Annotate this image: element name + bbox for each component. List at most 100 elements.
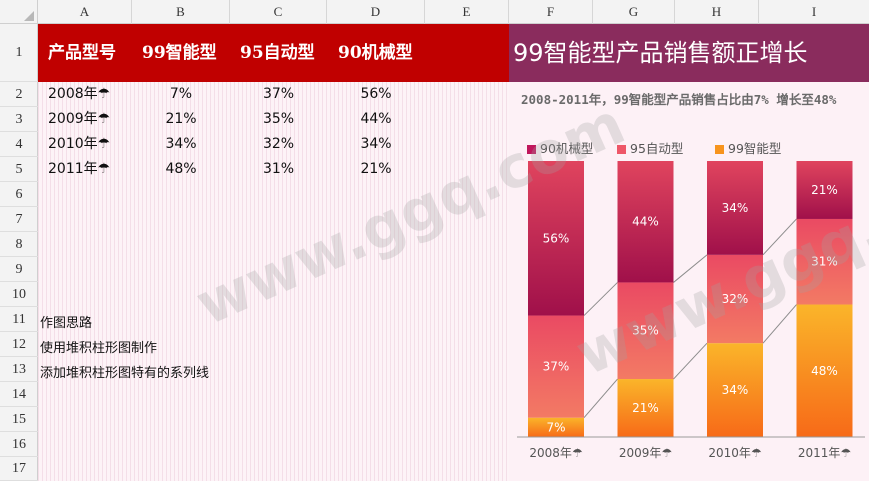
- column-header-b[interactable]: B: [132, 0, 230, 24]
- value-cell-90[interactable]: 44%: [360, 111, 392, 127]
- row-header-5[interactable]: 5: [0, 157, 38, 182]
- select-all-corner[interactable]: [0, 0, 38, 24]
- column-header-h[interactable]: H: [675, 0, 759, 24]
- worksheet-grid[interactable]: 产品型号 99智能型 95自动型 90机械型 2008年☂ 7% 37% 56%…: [38, 24, 509, 481]
- row-header-3[interactable]: 3: [0, 107, 38, 132]
- stacked-column-chart[interactable]: 99智能型产品销售额正增长 2008-2011年，99智能型产品销售占比由7% …: [509, 24, 869, 481]
- column-header-i[interactable]: I: [811, 4, 817, 19]
- legend-item-90[interactable]: 90机械型: [527, 140, 593, 158]
- header-cell-product-model[interactable]: 产品型号: [48, 43, 116, 63]
- value-cell-99[interactable]: 21%: [165, 111, 197, 127]
- value-cell-90[interactable]: 34%: [360, 136, 392, 152]
- header-cell-90-mech[interactable]: 90机械型: [338, 43, 413, 63]
- bar-segment[interactable]: [796, 161, 853, 219]
- value-cell-95[interactable]: 37%: [262, 86, 295, 102]
- data-label: 32%: [722, 292, 749, 306]
- bar-segment[interactable]: [528, 161, 584, 316]
- row-header-8[interactable]: 8: [0, 232, 38, 257]
- legend-item-95[interactable]: 95自动型: [617, 140, 683, 158]
- row-header-4[interactable]: 4: [0, 132, 38, 157]
- bar-segment[interactable]: [617, 282, 674, 380]
- legend-label-95: 95自动型: [630, 141, 684, 156]
- chart-plot-area[interactable]: 7% 37% 56% 21% 35% 44% 34% 32% 34% 48% 31% 21% 2008…: [509, 24, 869, 481]
- bar-segment[interactable]: [707, 161, 763, 255]
- chart-title-bar: 99智能型产品销售额正增长: [509, 24, 869, 82]
- year-cell[interactable]: 2009年☂: [48, 107, 128, 132]
- year-cell[interactable]: 2010年☂: [48, 132, 128, 157]
- bar-segment[interactable]: [796, 218, 853, 305]
- value-cell-99[interactable]: 34%: [165, 136, 197, 152]
- value-cell-95[interactable]: 35%: [262, 111, 295, 127]
- category-label: 2009年☂: [619, 446, 673, 460]
- row-header-14[interactable]: 14: [0, 382, 38, 407]
- series-line: [673, 254, 708, 283]
- column-header-e[interactable]: E: [425, 0, 509, 24]
- row-header-15[interactable]: 15: [0, 407, 38, 432]
- bar-segment[interactable]: [707, 343, 763, 437]
- value-cell-90[interactable]: 56%: [360, 86, 392, 102]
- column-header-f[interactable]: F: [509, 0, 593, 24]
- row-header-1[interactable]: 1: [0, 24, 38, 82]
- data-label: 21%: [811, 183, 838, 197]
- column-header-c[interactable]: C: [230, 0, 327, 24]
- category-label: 2010年☂: [708, 446, 762, 460]
- bar-segment[interactable]: [528, 417, 584, 437]
- row-header-10[interactable]: 10: [0, 282, 38, 307]
- row-header-2[interactable]: 2: [0, 82, 38, 107]
- chart-title[interactable]: 99智能型产品销售额正增长: [513, 39, 808, 67]
- value-cell-95[interactable]: 31%: [262, 161, 295, 177]
- data-label: 56%: [543, 231, 570, 245]
- column-header-d[interactable]: D: [327, 0, 425, 24]
- year-cell[interactable]: 2011年☂: [48, 157, 128, 182]
- row-header-6[interactable]: 6: [0, 182, 38, 207]
- row-header-11[interactable]: 11: [0, 307, 38, 332]
- data-label: 37%: [543, 360, 570, 374]
- row-header-bar: 1 2 3 4 5 6 7 8 9 10 11 12 13 14 15 16 1…: [0, 24, 38, 481]
- row-header-17[interactable]: 17: [0, 457, 38, 481]
- header-cell-95-auto[interactable]: 95自动型: [240, 43, 315, 63]
- year-label: 2011年: [48, 161, 98, 177]
- column-header-a[interactable]: A: [38, 0, 132, 24]
- data-label: 34%: [722, 383, 749, 397]
- bar-segment[interactable]: [528, 315, 584, 418]
- data-label: 21%: [632, 401, 659, 415]
- header-cell-99-smart[interactable]: 99智能型: [142, 43, 217, 63]
- note-line[interactable]: 使用堆积柱形图制作: [40, 341, 158, 356]
- category-label: 2011年☂: [798, 446, 852, 460]
- legend-label-99: 99智能型: [728, 141, 782, 156]
- row-header-13[interactable]: 13: [0, 357, 38, 382]
- select-all-triangle-icon: [24, 11, 34, 21]
- series-line: [583, 282, 618, 316]
- value-cell-95[interactable]: 32%: [262, 136, 295, 152]
- row-header-7[interactable]: 7: [0, 207, 38, 232]
- year-label: 2008年: [48, 86, 98, 102]
- data-label: 48%: [811, 364, 838, 378]
- data-label: 31%: [811, 255, 838, 269]
- data-label: 35%: [632, 324, 659, 338]
- row-header-9[interactable]: 9: [0, 257, 38, 282]
- umbrella-icon: ☂: [97, 136, 111, 152]
- legend-swatch-99: [715, 145, 724, 154]
- note-line[interactable]: 添加堆积柱形图特有的系列线: [40, 366, 210, 381]
- legend-label-90: 90机械型: [540, 141, 594, 156]
- chart-subtitle[interactable]: 2008-2011年，99智能型产品销售占比由7% 增长至48%: [521, 92, 837, 107]
- bar-segment[interactable]: [617, 161, 674, 283]
- legend-item-99[interactable]: 99智能型: [715, 140, 781, 158]
- year-cell[interactable]: 2008年☂: [48, 82, 128, 107]
- bar-segment[interactable]: [796, 304, 853, 437]
- row-header-12[interactable]: 12: [0, 332, 38, 357]
- umbrella-icon: ☂: [97, 86, 111, 102]
- column-header-g[interactable]: G: [593, 0, 675, 24]
- umbrella-icon: ☂: [97, 111, 111, 127]
- value-cell-90[interactable]: 21%: [360, 161, 392, 177]
- data-label: 7%: [546, 420, 565, 434]
- value-cell-99[interactable]: 7%: [169, 86, 193, 102]
- note-line[interactable]: 作图思路: [40, 316, 93, 331]
- value-cell-99[interactable]: 48%: [165, 161, 197, 177]
- bar-segment[interactable]: [707, 254, 763, 344]
- year-label: 2010年: [48, 136, 98, 152]
- series-line: [762, 304, 797, 344]
- bar-segment[interactable]: [617, 379, 674, 437]
- data-label: 34%: [722, 201, 749, 215]
- row-header-16[interactable]: 16: [0, 432, 38, 457]
